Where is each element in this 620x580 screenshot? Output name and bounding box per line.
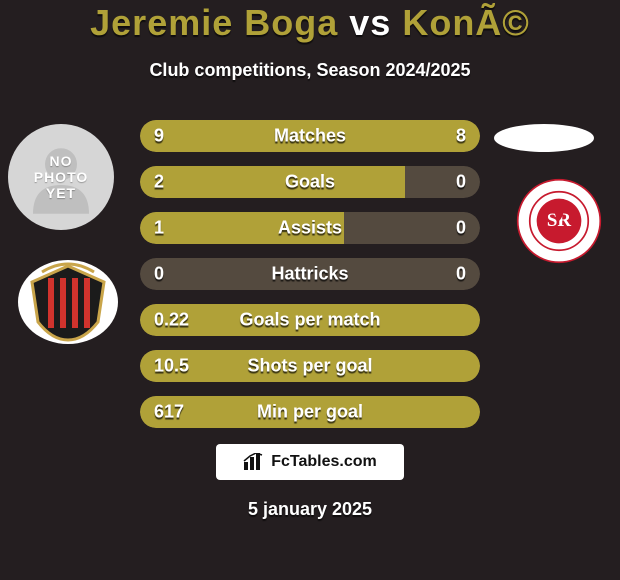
- stat-bar: 0.22Goals per match: [140, 304, 480, 336]
- stat-bar: 00Hattricks: [140, 258, 480, 290]
- stat-bar: 10.5Shots per goal: [140, 350, 480, 382]
- subtitle: Club competitions, Season 2024/2025: [0, 60, 620, 81]
- player1-name: Jeremie Boga: [90, 2, 338, 43]
- stat-label: Goals: [140, 172, 480, 193]
- stat-label: Shots per goal: [140, 356, 480, 377]
- stat-label: Hattricks: [140, 264, 480, 285]
- credit-text: FcTables.com: [271, 453, 377, 471]
- player2-club-crest: SR: [516, 178, 602, 264]
- stat-label: Assists: [140, 218, 480, 239]
- stat-label: Min per goal: [140, 402, 480, 423]
- player2-name: KonÃ©: [402, 2, 530, 43]
- player1-avatar: NO PHOTO YET: [8, 124, 114, 230]
- stat-label: Matches: [140, 126, 480, 147]
- no-photo-label: NO PHOTO YET: [34, 153, 89, 201]
- stat-label: Goals per match: [140, 310, 480, 331]
- credit-pill: FcTables.com: [216, 444, 404, 480]
- vs-label: vs: [349, 2, 391, 43]
- stat-bar: 20Goals: [140, 166, 480, 198]
- footer-date: 5 january 2025: [0, 499, 620, 520]
- page-title: Jeremie Boga vs KonÃ©: [0, 2, 620, 44]
- bar-chart-icon: [243, 453, 265, 471]
- player2-avatar: [494, 124, 594, 152]
- stat-bars: 98Matches 20Goals 10Assists 00Hattricks 0.22…: [140, 120, 480, 442]
- stat-bar: 10Assists: [140, 212, 480, 244]
- player1-club-crest: [18, 260, 118, 344]
- comparison-card: Jeremie Boga vs KonÃ© Club competitions,…: [0, 0, 620, 580]
- stat-bar: 98Matches: [140, 120, 480, 152]
- stat-bar: 617Min per goal: [140, 396, 480, 428]
